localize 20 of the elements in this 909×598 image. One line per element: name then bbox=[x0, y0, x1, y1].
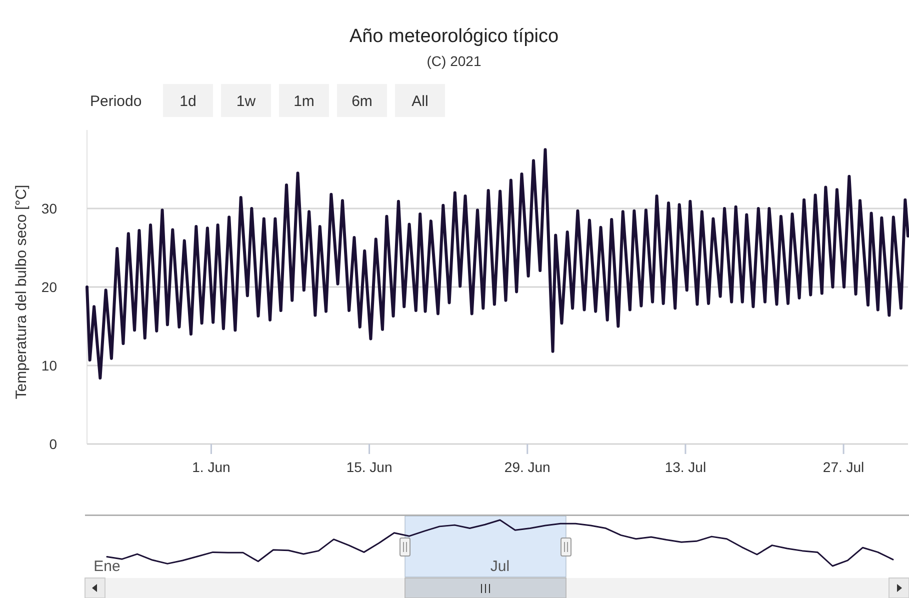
x-tick-label: 15. Jun bbox=[346, 459, 392, 475]
text: 6m bbox=[352, 93, 372, 110]
chart-title: Año meteorológico típico bbox=[349, 26, 559, 47]
y-tick-label: 30 bbox=[41, 200, 58, 216]
text: All bbox=[412, 93, 428, 110]
x-tick-label: Jul bbox=[490, 558, 510, 575]
x-tick-label: 1. Jun bbox=[192, 459, 230, 475]
text: Periodo bbox=[90, 93, 142, 110]
x-tick-label: 27. Jul bbox=[822, 459, 864, 475]
y-axis-title: Temperatura del bulbo seco [°C] bbox=[13, 184, 30, 400]
x-tick-label: Ene bbox=[94, 558, 120, 575]
x-tick-label: 29. Jun bbox=[504, 459, 550, 475]
x-tick-label: 13. Jul bbox=[664, 459, 706, 475]
y-tick-label: 0 bbox=[49, 436, 58, 452]
y-tick-label: 20 bbox=[41, 279, 58, 295]
text: 1m bbox=[294, 93, 314, 110]
text: 1d bbox=[180, 93, 196, 110]
chart-subtitle: (C) 2021 bbox=[426, 53, 482, 69]
y-tick-label: 10 bbox=[41, 358, 58, 374]
text: 1w bbox=[236, 93, 256, 110]
